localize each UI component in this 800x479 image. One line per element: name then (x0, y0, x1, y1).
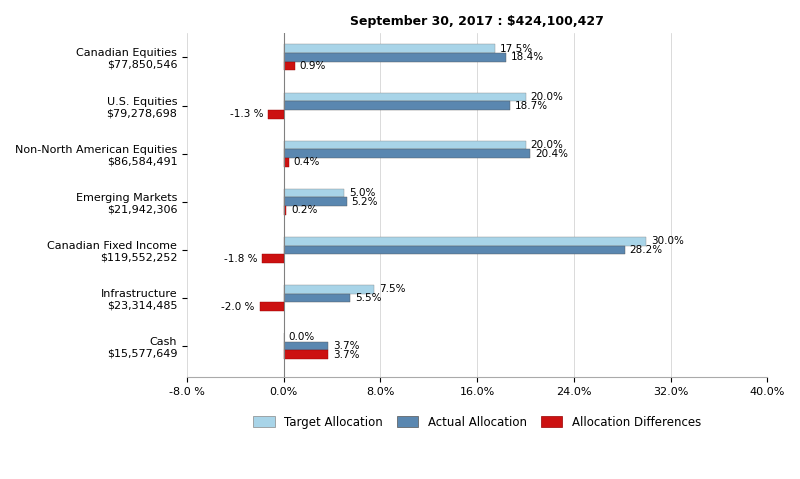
Text: 0.9%: 0.9% (299, 61, 326, 71)
Text: 5.2%: 5.2% (351, 197, 378, 207)
Text: 20.0%: 20.0% (530, 92, 563, 102)
Text: 30.0%: 30.0% (651, 236, 684, 246)
Bar (284, 189, 344, 197)
Text: 7.5%: 7.5% (379, 285, 406, 294)
Bar (284, 351, 329, 359)
Text: 0.2%: 0.2% (291, 205, 318, 216)
Text: 3.7%: 3.7% (334, 341, 360, 351)
Bar (284, 92, 526, 101)
Text: -1.3 %: -1.3 % (230, 109, 263, 119)
Bar (284, 101, 510, 110)
Bar (284, 285, 374, 294)
Text: 5.5%: 5.5% (355, 293, 382, 303)
Bar (284, 45, 495, 53)
Bar (284, 197, 346, 206)
Bar (284, 246, 625, 254)
Text: -1.8 %: -1.8 % (223, 253, 257, 263)
Bar (284, 62, 294, 70)
Text: 20.4%: 20.4% (535, 148, 568, 159)
Bar (284, 141, 526, 149)
Text: -2.0 %: -2.0 % (222, 302, 254, 312)
Bar (284, 342, 329, 351)
Text: 0.4%: 0.4% (294, 157, 320, 167)
Text: 17.5%: 17.5% (500, 44, 534, 54)
Bar (284, 206, 286, 215)
Text: 0.0%: 0.0% (289, 332, 314, 342)
Bar (268, 110, 284, 118)
Bar (284, 294, 350, 302)
Text: 5.0%: 5.0% (349, 188, 375, 198)
Text: 18.4%: 18.4% (511, 52, 544, 62)
Bar (262, 254, 284, 263)
Text: 18.7%: 18.7% (514, 101, 548, 111)
Bar (284, 149, 530, 158)
Bar (259, 302, 284, 311)
Bar (284, 53, 506, 62)
Text: 28.2%: 28.2% (630, 245, 662, 255)
Title: September 30, 2017 : $424,100,427: September 30, 2017 : $424,100,427 (350, 15, 604, 28)
Legend: Target Allocation, Actual Allocation, Allocation Differences: Target Allocation, Actual Allocation, Al… (249, 411, 706, 433)
Text: 3.7%: 3.7% (334, 350, 360, 360)
Bar (284, 237, 646, 246)
Bar (284, 158, 289, 167)
Text: 20.0%: 20.0% (530, 140, 563, 150)
